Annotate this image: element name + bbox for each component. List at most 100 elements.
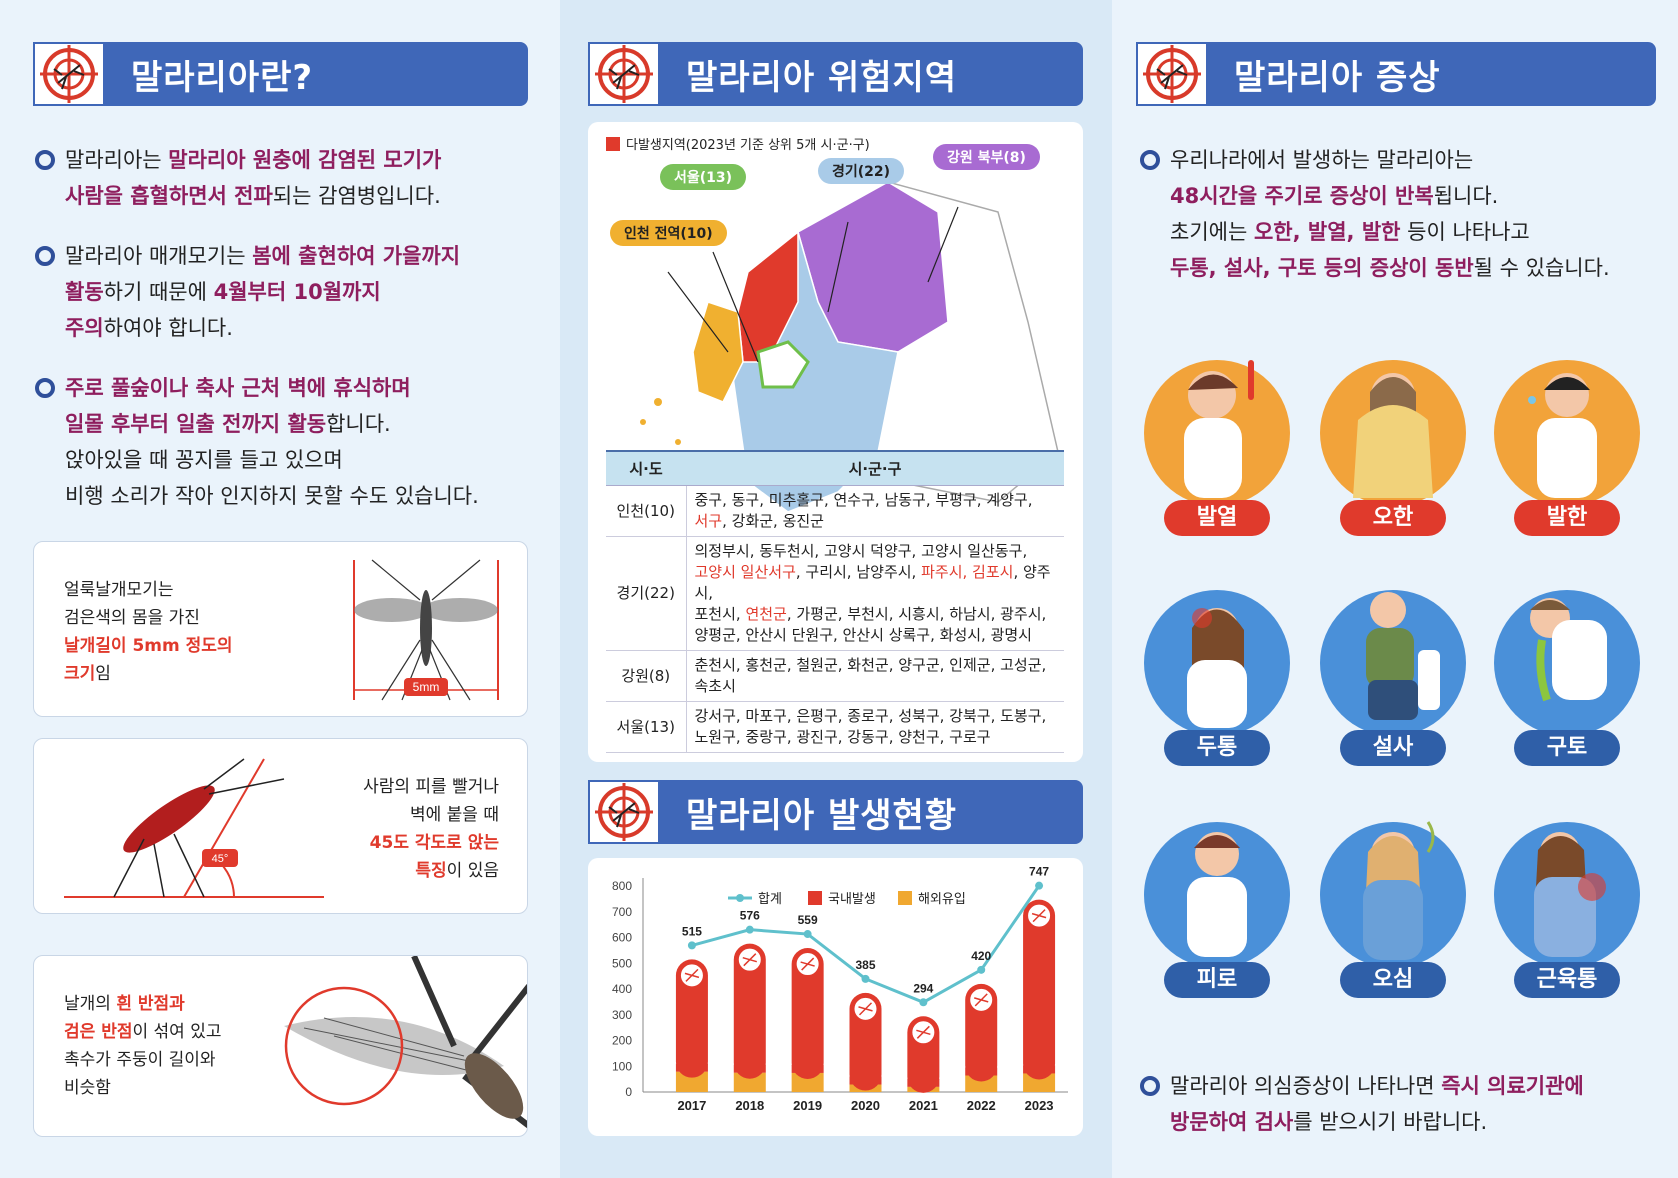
section-header: 말라리아란? (33, 42, 528, 106)
bar-overseas (675, 1071, 708, 1092)
bar-domestic-join (675, 1063, 708, 1072)
symptom-headache: 두통 (1142, 580, 1292, 770)
total-data-label: 294 (913, 981, 933, 995)
bar-overseas (1023, 1073, 1056, 1092)
bar-domestic-join (907, 1078, 940, 1087)
symptom-sweating: 발한 (1492, 350, 1642, 540)
chart-panel: 800 700 600 500 400 300 200 100 0 2017 2018 2019 202… (588, 858, 1083, 1136)
symptom-fatigue: 피로 (1142, 812, 1292, 1002)
angle-tag: 45° (212, 853, 229, 865)
bar-domestic-join (791, 1064, 824, 1073)
column-what-is-malaria: 말라리아란? 말라리아는 말라리아 원충에 감염된 모기가 사람을 흡혈하면서 … (0, 0, 560, 1178)
bullet-visit-hospital: 말라리아 의심증상이 나타나면 즉시 의료기관에 방문하여 검사를 받으시기 바… (1140, 1068, 1670, 1140)
section-header: 말라리아 위험지역 (588, 42, 1083, 106)
size-tag: 5mm (413, 680, 440, 694)
bullet-behavior: 주로 풀숲이나 축사 근처 벽에 휴식하며 일몰 후부터 일출 전까지 활동합니… (35, 370, 535, 514)
bar-overseas (791, 1072, 824, 1092)
bar-domestic (675, 959, 708, 1078)
bar-overseas (965, 1075, 998, 1092)
legend-dot-total (736, 894, 744, 902)
x-tick-label: 2023 (1025, 1098, 1054, 1113)
mosquito-icon (742, 953, 757, 967)
bar-domestic (1023, 899, 1056, 1080)
bar-overseas (733, 1072, 766, 1092)
card-wing-size: 얼룩날개모기는 검은색의 몸을 가진 날개길이 5mm 정도의 크기임 5mm (33, 541, 528, 717)
symptom-chills: 오한 (1318, 350, 1468, 540)
mosquito-wing-closeup-illustration (284, 956, 527, 1129)
total-point (977, 965, 986, 974)
mosquito-target-icon (588, 42, 660, 106)
total-data-label: 420 (971, 949, 991, 963)
gangwon-tag: 강원 북부(8) (933, 144, 1040, 170)
total-point (919, 998, 928, 1007)
legend-label-domestic: 국내발생 (828, 891, 876, 906)
mosquito-45-degree-illustration: 45° (64, 758, 324, 898)
total-point (861, 974, 870, 983)
map-legend: 다발생지역(2023년 기준 상위 5개 시·군·구) (606, 134, 870, 153)
symptom-nausea: 오심 (1318, 812, 1468, 1002)
bullet-symptom-cycle: 우리나라에서 발생하는 말라리아는 48시간을 주기로 증상이 반복됩니다. 초… (1140, 142, 1670, 286)
y-tick-label: 0 (625, 1085, 632, 1099)
mosquito-icon (916, 1025, 931, 1039)
total-point (1035, 881, 1044, 890)
mosquito-target-icon (33, 42, 105, 106)
card-angle: 45° 사람의 피를 빨거나 벽에 붙을 때 45도 각도로 앉는 특징이 있음 (33, 738, 528, 914)
y-tick-label: 400 (612, 982, 632, 996)
y-tick-label: 300 (612, 1008, 632, 1022)
bar-domestic-join (965, 1067, 998, 1076)
x-tick-label: 2017 (677, 1098, 706, 1113)
y-tick-label: 100 (612, 1059, 632, 1073)
legend-swatch-overseas (898, 891, 912, 905)
section-header: 말라리아 발생현황 (588, 780, 1083, 844)
mosquito-target-icon (588, 780, 660, 844)
bar-domestic-join (849, 1076, 882, 1085)
mosquito-icon (858, 1002, 873, 1016)
total-data-label: 747 (1029, 865, 1049, 879)
mosquito-target-icon (1136, 42, 1208, 106)
symptom-fever: 발열 (1142, 350, 1292, 540)
x-tick-label: 2021 (909, 1098, 938, 1113)
y-tick-label: 200 (612, 1034, 632, 1048)
legend-label-total: 합계 (758, 891, 782, 906)
symptom-vomiting: 구토 (1492, 580, 1642, 770)
legend-swatch (606, 136, 620, 151)
malaria-cases-chart: 800 700 600 500 400 300 200 100 0 2017 2018 2019 202… (612, 865, 1068, 1113)
section-title: 말라리아 위험지역 (660, 42, 1083, 106)
section-title: 말라리아란? (105, 42, 528, 106)
legend-swatch-domestic (808, 891, 822, 905)
bullet-season: 말라리아 매개모기는 봄에 출현하여 가을까지 활동하기 때문에 4월부터 10… (35, 238, 525, 346)
table-row: 강원(8) 춘천시, 홍천군, 철원군, 화천군, 양구군, 인제군, 고성군,… (606, 650, 1064, 702)
mosquito-icon (974, 993, 989, 1007)
y-tick-label: 800 (612, 879, 632, 893)
bullet-definition: 말라리아는 말라리아 원충에 감염된 모기가 사람을 흡혈하면서 전파되는 감염… (35, 142, 525, 214)
section-title: 말라리아 증상 (1208, 42, 1656, 106)
total-point (803, 930, 812, 939)
section-title: 말라리아 발생현황 (660, 780, 1083, 844)
x-tick-label: 2019 (793, 1098, 822, 1113)
x-tick-label: 2018 (735, 1098, 764, 1113)
korea-region-map (640, 181, 1059, 513)
column-risk-area: 말라리아 위험지역 다발생지역(2023년 기준 상위 5개 시·군·구) 서울… (560, 0, 1112, 1178)
bar-domestic (733, 943, 766, 1079)
gyeonggi-tag: 경기(22) (818, 158, 905, 184)
incheon-tag: 인천 전역(10) (610, 220, 727, 246)
total-data-label: 576 (740, 909, 760, 923)
y-tick-label: 600 (612, 931, 632, 945)
seoul-tag: 서울(13) (660, 164, 747, 190)
x-tick-label: 2020 (851, 1098, 880, 1113)
table-row: 경기(22) 의정부시, 동두천시, 고양시 덕양구, 고양시 일산동구, 고양시… (606, 536, 1064, 651)
risk-map-panel: 다발생지역(2023년 기준 상위 5개 시·군·구) 서울(13) 경기(22… (588, 122, 1083, 762)
table-row: 인천(10) 중구, 동구, 미추홀구, 연수구, 남동구, 부평구, 계양구,… (606, 485, 1064, 537)
total-data-label: 385 (855, 958, 875, 972)
table-row: 서울(13) 강서구, 마포구, 은평구, 종로구, 성북구, 강북구, 도봉구… (606, 701, 1064, 753)
mosquito-icon (1031, 909, 1047, 923)
y-tick-label: 500 (612, 956, 632, 970)
y-tick-label: 700 (612, 905, 632, 919)
bar-domestic-join (1023, 1065, 1056, 1074)
region-table: 시·도 시·군·구 인천(10) 중구, 동구, 미추홀구, 연수구, 남동구, … (606, 450, 1064, 753)
card-wing-spots: 날개의 흰 반점과 검은 반점이 섞여 있고 촉수가 주둥이 길이와 비슷함 (33, 955, 528, 1137)
mosquito-icon (684, 968, 700, 982)
total-data-label: 559 (798, 913, 818, 927)
total-data-label: 515 (682, 924, 702, 938)
total-point (687, 941, 696, 950)
